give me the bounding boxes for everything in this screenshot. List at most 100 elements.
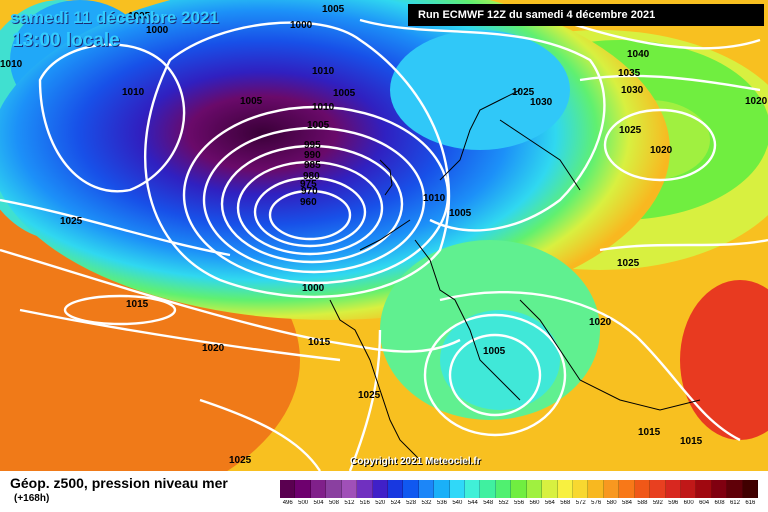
legend-swatch <box>326 480 342 498</box>
warm-region-east <box>680 280 768 440</box>
isobar-label: 990 <box>304 150 321 161</box>
legend-tick-label: 576 <box>591 500 602 506</box>
cyan-region-mediterranean <box>440 310 560 410</box>
forecast-time: 13:00 locale <box>12 30 120 51</box>
isobar-label: 1015 <box>680 436 703 447</box>
isobar-label: 1020 <box>650 145 673 156</box>
legend-tick-label: 560 <box>529 500 540 506</box>
legend-swatch <box>588 480 604 498</box>
legend-tick-label: 584 <box>621 500 632 506</box>
legend-swatch <box>465 480 481 498</box>
color-scale-ticks: 496 500 504 508 512 516 520 524 528 532 536 540 544 5… <box>280 500 758 510</box>
legend-tick-label: 600 <box>683 500 694 506</box>
legend-tick-label: 564 <box>544 500 555 506</box>
legend-swatch <box>650 480 666 498</box>
isobar-label: 1005 <box>449 208 472 219</box>
legend-tick-label: 588 <box>637 500 648 506</box>
isobar-label: 1035 <box>618 68 641 79</box>
legend-swatch <box>372 480 388 498</box>
isobar-label: 1010 <box>0 59 23 70</box>
legend-swatch <box>480 480 496 498</box>
legend-swatch <box>557 480 574 498</box>
isobar-label: 1000 <box>146 25 169 36</box>
legend-tick-label: 592 <box>652 500 663 506</box>
legend-tick-label: 520 <box>375 500 386 506</box>
isobar-label: 1015 <box>126 299 149 310</box>
legend-swatch <box>511 480 527 498</box>
isobar-label: 1020 <box>202 343 225 354</box>
isobar-label: 1025 <box>619 125 642 136</box>
isobar-label: 1025 <box>512 87 535 98</box>
isobar-label: 1020 <box>589 317 612 328</box>
legend-swatch <box>573 480 589 498</box>
legend-swatch <box>403 480 419 498</box>
isobar-label: 1025 <box>229 455 252 466</box>
coastlines <box>329 89 701 461</box>
legend-tick-label: 512 <box>344 500 355 506</box>
color-scale-legend <box>280 480 759 498</box>
isobar-label: 1025 <box>60 216 83 227</box>
isobar-label: 1010 <box>312 66 335 77</box>
isobar-label: 975 <box>300 179 317 190</box>
lead-time-label: (+168h) <box>14 493 50 504</box>
isobar-label: 1020 <box>745 96 768 107</box>
legend-tick-label: 616 <box>745 500 756 506</box>
legend-swatch <box>711 480 728 498</box>
isobar-label: 985 <box>304 160 321 171</box>
isobar-label: 995 <box>304 140 321 151</box>
cyan-tongue-north <box>390 30 570 150</box>
isobar-label: 1005 <box>128 11 151 22</box>
isobar-label: 1010 <box>423 193 446 204</box>
legend-swatch <box>387 480 404 498</box>
isobar-label: 1000 <box>302 283 325 294</box>
isobar-label: 1040 <box>627 49 650 60</box>
legend-tick-label: 524 <box>390 500 401 506</box>
footer-bar: Géop. z500, pression niveau mer (+168h) … <box>0 471 768 512</box>
legend-swatch <box>449 480 466 498</box>
isobar-label: 1030 <box>530 97 553 108</box>
legend-tick-label: 596 <box>668 500 679 506</box>
legend-swatch <box>295 480 311 498</box>
isobar-label: 1005 <box>333 88 356 99</box>
isobar-label: 1000 <box>290 20 313 31</box>
legend-tick-label: 496 <box>282 500 293 506</box>
legend-tick-label: 556 <box>514 500 525 506</box>
copyright-text: Copyright 2021 Meteociel.fr <box>350 456 481 467</box>
legend-tick-label: 500 <box>298 500 309 506</box>
isobar-label: 1025 <box>617 258 640 269</box>
field-label: Géop. z500, pression niveau mer <box>10 475 228 491</box>
isobar-label: 1015 <box>308 337 331 348</box>
legend-swatch <box>526 480 543 498</box>
run-info-banner: Run ECMWF 12Z du samedi 4 décembre 2021 <box>408 4 764 26</box>
legend-swatch <box>495 480 512 498</box>
legend-swatch <box>603 480 620 498</box>
isobar-label: 1005 <box>322 4 345 15</box>
isobar-label: 1005 <box>483 346 506 357</box>
legend-tick-label: 508 <box>328 500 339 506</box>
isobar-label: 980 <box>303 171 320 182</box>
legend-swatch <box>665 480 681 498</box>
legend-tick-label: 572 <box>575 500 586 506</box>
legend-tick-label: 540 <box>452 500 463 506</box>
legend-tick-label: 532 <box>421 500 432 506</box>
legend-swatch <box>418 480 435 498</box>
isobar-label: 1025 <box>358 390 381 401</box>
legend-tick-label: 504 <box>313 500 324 506</box>
legend-tick-label: 552 <box>498 500 509 506</box>
legend-swatch <box>742 480 759 498</box>
legend-swatch <box>619 480 635 498</box>
legend-swatch <box>434 480 450 498</box>
isobar-label: 960 <box>300 197 317 208</box>
legend-swatch <box>280 480 296 498</box>
isobar-label: 1010 <box>312 102 335 113</box>
isobar-label: 970 <box>301 186 318 197</box>
legend-tick-label: 604 <box>699 500 710 506</box>
isobar-label: 1010 <box>122 87 145 98</box>
isobar-label: 1030 <box>621 85 644 96</box>
legend-tick-label: 544 <box>467 500 478 506</box>
legend-swatch <box>357 480 373 498</box>
legend-swatch <box>696 480 712 498</box>
legend-tick-label: 536 <box>436 500 447 506</box>
